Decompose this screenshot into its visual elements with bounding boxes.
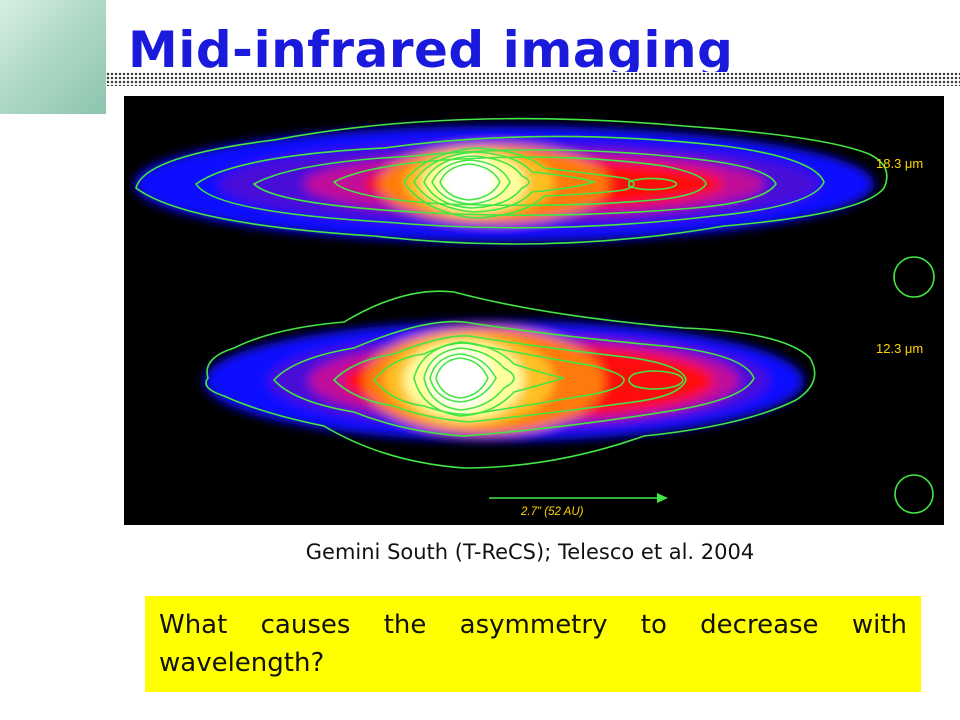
lower-wavelength-label: 12.3 μm	[876, 341, 923, 356]
question-text: What causes the asymmetry to decrease wi…	[159, 610, 907, 678]
question-box: What causes the asymmetry to decrease wi…	[145, 596, 921, 692]
slide-title: Mid-infrared imaging	[128, 21, 734, 79]
lower-contours	[205, 290, 816, 469]
upper-contour-8	[431, 159, 511, 205]
title-underline	[106, 72, 960, 86]
lower-contour-7	[429, 353, 497, 403]
upper-contour-9	[439, 163, 501, 201]
lower-contour-6	[423, 347, 515, 411]
image-credit: Gemini South (T-ReCS); Telesco et al. 20…	[305, 540, 755, 564]
upper-contour-knot	[628, 177, 678, 191]
upper-contour-3	[252, 149, 777, 216]
upper-contour-2	[194, 135, 825, 229]
lower-contour-knot	[628, 370, 684, 390]
lower-disk	[204, 321, 804, 441]
upper-contour-6	[413, 151, 597, 213]
lower-contour-2	[272, 320, 755, 437]
upper-contour-4	[332, 156, 707, 207]
scale-bar-label: 2.7" (52 AU)	[520, 506, 584, 518]
scale-bar-arrowhead	[657, 493, 668, 503]
infrared-image-svg: 18.3 μm 12.3 μm 2.7" (52 AU)	[134, 117, 935, 518]
upper-contour-outer	[135, 117, 888, 245]
infrared-image: 18.3 μm 12.3 μm 2.7" (52 AU)	[124, 96, 944, 525]
upper-beam-circle	[893, 256, 935, 298]
lower-contour-3	[332, 335, 687, 423]
upper-contour-5	[403, 147, 635, 219]
upper-contour-7	[423, 155, 530, 209]
lower-beam-circle	[894, 474, 934, 514]
upper-core	[437, 154, 501, 210]
lower-contour-outer	[205, 290, 816, 469]
upper-contours	[135, 117, 888, 245]
lower-contour-8	[435, 357, 489, 399]
corner-decoration	[0, 0, 106, 114]
lower-contour-5	[413, 341, 565, 417]
upper-wavelength-label: 18.3 μm	[876, 156, 923, 171]
